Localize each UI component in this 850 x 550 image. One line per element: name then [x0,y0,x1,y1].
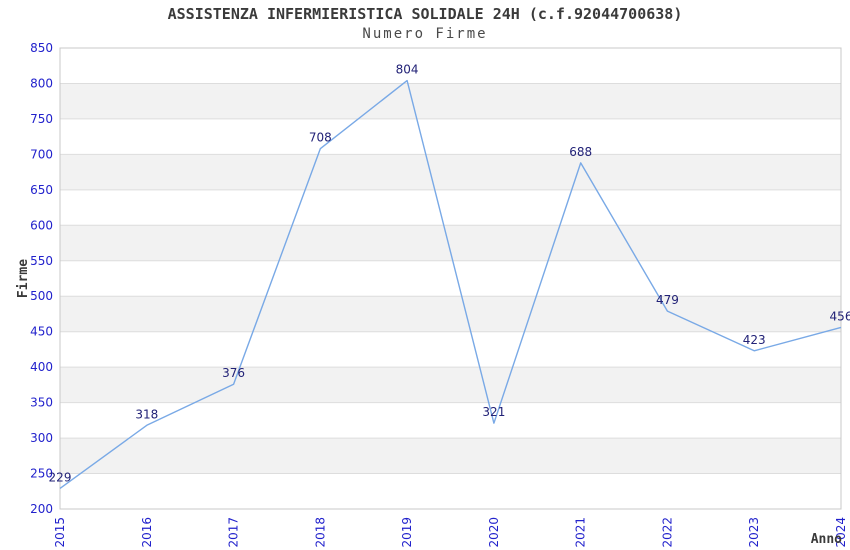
y-tick-label: 850 [30,41,53,55]
plot-band [60,225,841,261]
y-tick-label: 450 [30,325,53,339]
x-tick-label: 2016 [140,517,154,548]
y-tick-label: 200 [30,502,53,516]
data-point-label: 229 [49,470,72,484]
chart-subtitle: Numero Firme [362,26,488,42]
plot-band [60,154,841,190]
data-point-label: 688 [569,145,592,159]
y-tick-label: 300 [30,431,53,445]
plot-band [60,296,841,332]
data-point-label: 479 [656,293,679,307]
y-tick-label: 500 [30,289,53,303]
plot-band [60,83,841,119]
plot-band [60,438,841,474]
x-tick-label: 2020 [487,517,501,548]
plot-band [60,367,841,403]
data-point-label: 318 [135,407,158,421]
x-tick-label: 2022 [660,517,674,548]
y-tick-label: 250 [30,467,53,481]
chart-title: ASSISTENZA INFERMIERISTICA SOLIDALE 24H … [167,5,683,23]
data-point-label: 708 [309,131,332,145]
x-tick-label: 2018 [313,517,327,548]
data-point-label: 376 [222,366,245,380]
y-tick-label: 350 [30,396,53,410]
x-tick-label: 2023 [747,517,761,548]
data-line [59,79,842,489]
y-tick-label: 750 [30,112,53,126]
data-point-label: 804 [396,63,419,77]
y-tick-label: 700 [30,147,53,161]
data-point-label: 456 [830,309,850,323]
y-tick-label: 400 [30,360,53,374]
x-tick-label: 2019 [400,517,414,548]
x-tick-label: 2021 [574,517,588,548]
y-tick-label: 550 [30,254,53,268]
plot-border [59,47,842,510]
x-tick-label: 2017 [227,517,241,548]
x-axis-title: Anno [811,532,842,547]
data-point-label: 321 [482,405,505,419]
x-tick-label: 2024 [834,517,848,548]
y-tick-label: 650 [30,183,53,197]
y-axis-title: Firme [16,259,31,298]
data-point-label: 423 [743,333,766,347]
y-tick-label: 800 [30,76,53,90]
x-tick-label: 2015 [53,517,67,548]
y-tick-label: 600 [30,218,53,232]
